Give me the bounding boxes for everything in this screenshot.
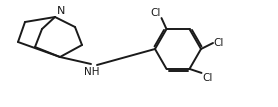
Text: Cl: Cl [214, 38, 224, 48]
Text: Cl: Cl [151, 8, 161, 18]
Text: N: N [56, 6, 65, 16]
Text: Cl: Cl [202, 73, 212, 83]
Text: NH: NH [84, 68, 100, 77]
